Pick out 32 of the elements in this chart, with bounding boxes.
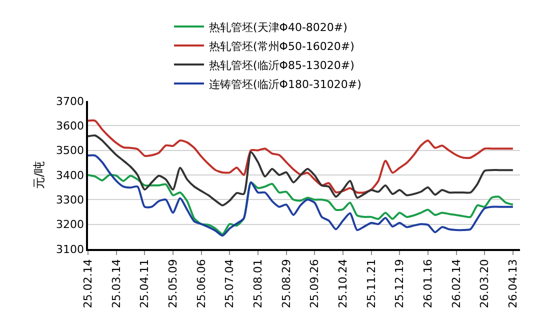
y-tick-label: 3100 bbox=[56, 242, 84, 256]
y-tick-label: 3700 bbox=[56, 94, 84, 108]
line-series bbox=[88, 119, 514, 194]
line-series bbox=[88, 154, 514, 237]
y-tick-label: 3400 bbox=[56, 168, 84, 182]
y-tick-label: 3500 bbox=[56, 144, 84, 158]
line-series bbox=[88, 174, 514, 236]
legend-label: 热轧管坯(天津Φ40-8020#) bbox=[209, 20, 348, 34]
y-tick-label: 3600 bbox=[56, 120, 84, 133]
x-tick-label: 26.04.13 bbox=[506, 259, 520, 308]
x-tick-label: 25.12.19 bbox=[393, 259, 406, 308]
y-axis-title: 元/吨 bbox=[32, 160, 46, 190]
x-tick-label: 25.11.21 bbox=[364, 259, 378, 308]
x-tick-label: 25.03.14 bbox=[110, 259, 123, 308]
y-tick-label: 3300 bbox=[56, 194, 84, 207]
x-tick-label: 26.02.14 bbox=[450, 259, 463, 308]
x-tick-label: 25.07.04 bbox=[223, 259, 236, 308]
x-tick-label: 25.02.14 bbox=[82, 259, 95, 308]
line-series bbox=[88, 134, 514, 206]
legend-label: 热轧管坯(常州Φ50-16020#) bbox=[209, 40, 354, 53]
x-tick-label: 25.08.29 bbox=[280, 259, 293, 308]
x-tick-label: 25.05.09 bbox=[166, 259, 180, 308]
x-tick-label: 25.09.26 bbox=[308, 259, 322, 308]
x-tick-label: 25.04.11 bbox=[138, 259, 152, 308]
x-tick-label: 26.01.16 bbox=[422, 259, 435, 308]
legend-label: 热轧管坯(临沂Φ85-13020#) bbox=[209, 58, 354, 72]
y-tick-label: 3200 bbox=[56, 218, 84, 232]
legend-label: 连铸管坯(临沂Φ180-31020#) bbox=[209, 78, 362, 91]
x-tick-label: 26.03.20 bbox=[478, 259, 492, 308]
x-tick-label: 25.08.01 bbox=[252, 259, 265, 308]
x-tick-label: 25.10.24 bbox=[336, 259, 350, 308]
x-tick-label: 25.06.06 bbox=[194, 259, 208, 308]
